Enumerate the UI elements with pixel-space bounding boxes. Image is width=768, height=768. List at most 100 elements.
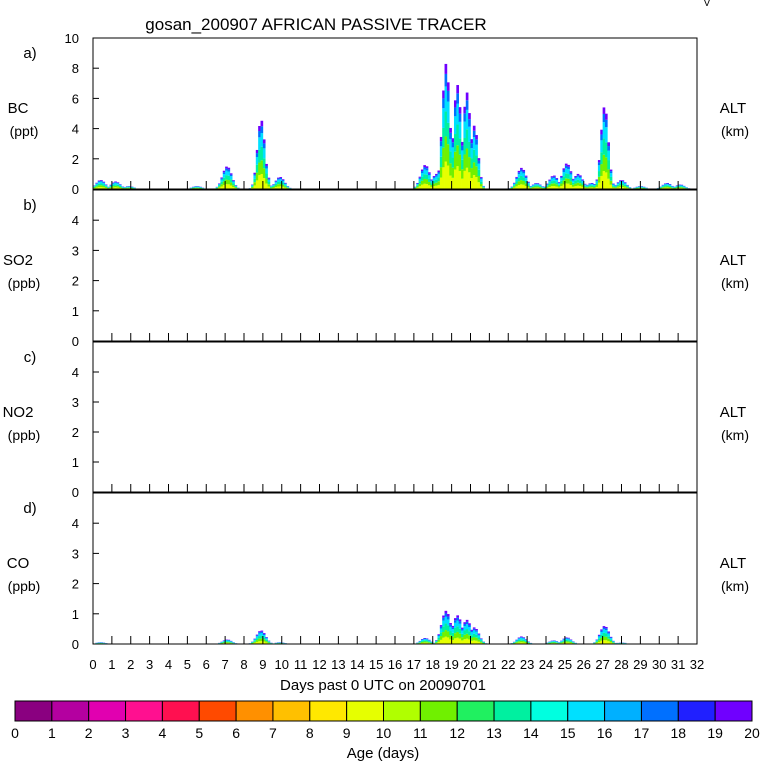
data-bar-segment [253,174,257,176]
data-bar-segment [269,186,273,187]
data-bar-segment [536,183,540,185]
data-bar-segment [569,642,573,643]
data-bar-segment [274,181,278,183]
data-bar-segment [567,164,570,167]
data-bar-segment [281,180,285,182]
data-bar-segment [626,185,629,187]
data-bar-segment [663,185,667,187]
colorbar-swatch [640,700,679,722]
data-bar-segment [456,620,459,627]
data-bar-segment [432,183,436,187]
data-bar-segment [114,182,117,185]
data-bar-segment [111,182,115,184]
data-bar-segment [604,157,608,173]
data-bar-segment [576,182,580,186]
data-bar-segment [126,187,129,188]
data-bar-segment [121,187,124,189]
data-bar-segment [446,637,450,644]
data-bar-segment [479,641,483,643]
data-bar-segment [229,642,233,643]
y-tick-label: 2 [72,425,79,440]
data-bar-segment [442,617,445,621]
data-bar-segment [232,180,235,182]
data-bar-segment [227,175,231,181]
data-bar-segment [517,185,521,189]
data-bar-segment [564,637,568,639]
data-column [451,625,455,644]
data-bar-segment [274,180,278,182]
data-bar-segment [102,181,106,183]
data-bar-segment [461,630,464,634]
data-bar-segment [680,186,684,188]
data-bar-segment [583,186,587,188]
data-bar-segment [607,631,610,633]
data-bar-segment [121,186,124,188]
data-bar-segment [222,642,226,644]
data-bar-segment [550,178,554,182]
data-bar-segment [571,180,575,183]
data-bar-segment [663,183,667,185]
data-column [458,107,462,189]
data-bar-segment [267,641,271,643]
x-tick-label: 1 [108,657,115,672]
data-bar-segment [463,630,467,635]
data-bar-segment [668,187,672,189]
data-bar-segment [232,180,235,181]
data-bar-segment [560,186,563,189]
data-bar-segment [600,134,603,141]
data-bar-segment [265,639,268,642]
data-bar-segment [284,183,287,184]
data-bar-segment [567,640,570,642]
unit-label: (ppb) [8,578,41,594]
data-bar-segment [97,182,101,184]
data-column [255,149,259,189]
data-bar-segment [265,163,268,166]
colorbar-swatch [14,700,53,722]
data-column [472,125,476,189]
data-bar-segment [286,187,290,189]
data-bar-segment [550,186,554,189]
data-bar-segment [524,180,528,184]
data-bar-segment [586,185,589,187]
data-bar-segment [439,156,443,168]
data-bar-segment [555,184,559,187]
data-bar-segment [520,167,523,170]
data-column [612,183,615,189]
data-bar-segment [102,184,106,186]
data-bar-segment [477,169,481,177]
colorbar-tick-label: 8 [306,725,314,741]
data-bar-segment [663,187,667,189]
data-bar-segment [604,628,608,631]
panel-label: d) [23,500,36,517]
data-bar-segment [453,618,457,621]
data-bar-segment [258,131,261,138]
data-bar-segment [279,179,283,182]
data-column [522,637,526,644]
data-bar-segment [255,635,259,637]
data-bar-segment [562,641,566,643]
data-bar-segment [574,178,577,181]
data-bar-segment [126,187,129,189]
data-bar-segment [258,162,261,176]
data-bar-segment [512,182,516,184]
data-bar-segment [451,627,455,630]
data-bar-segment [222,641,226,642]
data-bar-segment [272,187,275,189]
data-column [557,182,561,189]
data-bar-segment [420,176,424,181]
data-bar-segment [477,163,481,170]
data-bar-segment [265,641,268,643]
data-bar-segment [609,176,613,181]
data-bar-segment [479,639,483,641]
data-bar-segment [470,629,474,631]
data-column [451,138,455,189]
data-column [668,184,672,189]
data-bar-segment [232,183,235,186]
data-bar-segment [678,186,681,188]
data-column [553,175,556,189]
data-bar-segment [279,177,283,179]
data-bar-segment [274,187,278,189]
data-bar-segment [279,183,283,187]
data-bar-segment [265,642,268,644]
y-tick-label: 1 [72,304,79,319]
